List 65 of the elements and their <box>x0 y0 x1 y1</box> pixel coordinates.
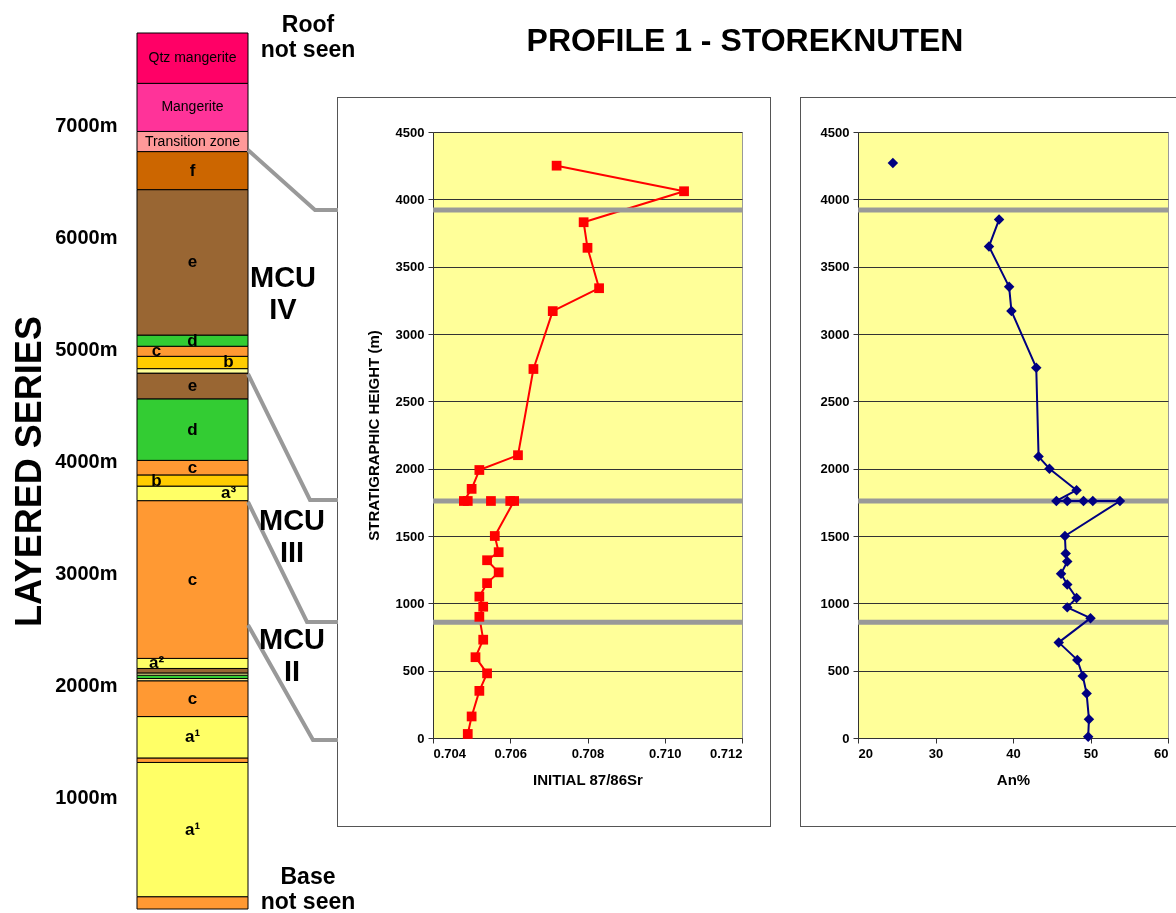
text: Roof not seen <box>260 11 356 63</box>
series-label: a³ <box>220 483 237 503</box>
text: MCU III <box>258 504 326 569</box>
y-tick-label: 4000 <box>395 191 425 207</box>
y-tick-label: 0 <box>842 730 850 746</box>
y-tick-label: 2000 <box>395 461 425 477</box>
x-tick-label: 0.704 <box>433 745 467 761</box>
x-tick-label: 40 <box>1006 745 1021 761</box>
y-tick-label: 3000 <box>395 326 425 342</box>
y-axis-title: LAYERED SERIES <box>8 316 50 627</box>
y-tick-label: 500 <box>827 663 850 679</box>
y-tick-label: 1000 <box>395 595 425 611</box>
y-tick-label: 0 <box>417 730 425 746</box>
y-tick-label: 3000 <box>820 326 850 342</box>
series-label: d <box>187 330 198 350</box>
y-tick-label: 500 <box>402 663 425 679</box>
text: MCU IV <box>249 261 317 326</box>
x-tick-label: 30 <box>928 745 944 761</box>
series-label: e <box>187 252 198 272</box>
y-tick-label: 6000m <box>55 226 118 249</box>
series-label: Qtz mangerite <box>148 49 237 66</box>
y-tick-label: 1500 <box>820 528 850 544</box>
series-label: b <box>223 352 234 372</box>
y-tick-label: 7000m <box>55 114 118 137</box>
text: Base not seen <box>260 863 356 913</box>
series-label: c <box>187 569 198 589</box>
y-tick-label: 4000m <box>55 449 118 472</box>
y-tick-label: 2000m <box>55 673 118 696</box>
y-tick-label: 1000 <box>820 595 850 611</box>
series-label: e <box>187 375 198 395</box>
x-tick-label: 0.710 <box>648 745 682 761</box>
y-tick-label: 4500 <box>820 124 850 140</box>
chart-title: PROFILE 1 - STOREKNUTEN <box>526 22 964 59</box>
series-label: d <box>187 419 198 439</box>
x-axis-title: INITIAL 87/86Sr <box>533 770 644 788</box>
series-label: b <box>151 470 162 490</box>
y-tick-label: 2500 <box>820 393 850 409</box>
series-label: c <box>187 688 198 708</box>
y-tick-label: 3000m <box>55 561 118 584</box>
x-tick-label: 20 <box>858 745 873 761</box>
y-tick-label: 1500 <box>395 528 425 544</box>
x-tick-label: 0.706 <box>494 745 528 761</box>
y-tick-label: 5000m <box>55 338 118 361</box>
y-tick-label: 2000 <box>820 461 850 477</box>
y-tick-label: 1000m <box>55 785 118 808</box>
x-tick-label: 50 <box>1083 745 1099 761</box>
y-axis-title: STRATIGRAPHIC HEIGHT (m) <box>364 330 382 541</box>
x-tick-label: 60 <box>1154 745 1169 761</box>
y-tick-label: 2500 <box>395 393 425 409</box>
y-tick-label: 3500 <box>820 259 850 275</box>
series-label: Mangerite <box>161 98 224 115</box>
y-tick-label: 4500 <box>395 124 425 140</box>
y-tick-label: 3500 <box>395 259 425 275</box>
series-label: f <box>189 160 196 180</box>
series-label: c <box>187 457 198 477</box>
x-axis-title: An% <box>996 770 1031 788</box>
x-tick-label: 0.712 <box>709 745 743 761</box>
text: MCU II <box>258 623 326 688</box>
series-label: a¹ <box>184 819 201 839</box>
series-label: a¹ <box>184 727 201 747</box>
x-tick-label: 0.708 <box>571 745 605 761</box>
series-label: a² <box>148 653 165 673</box>
series-label: c <box>151 341 162 361</box>
y-tick-label: 4000 <box>820 191 850 207</box>
series-label: Transition zone <box>144 132 241 149</box>
